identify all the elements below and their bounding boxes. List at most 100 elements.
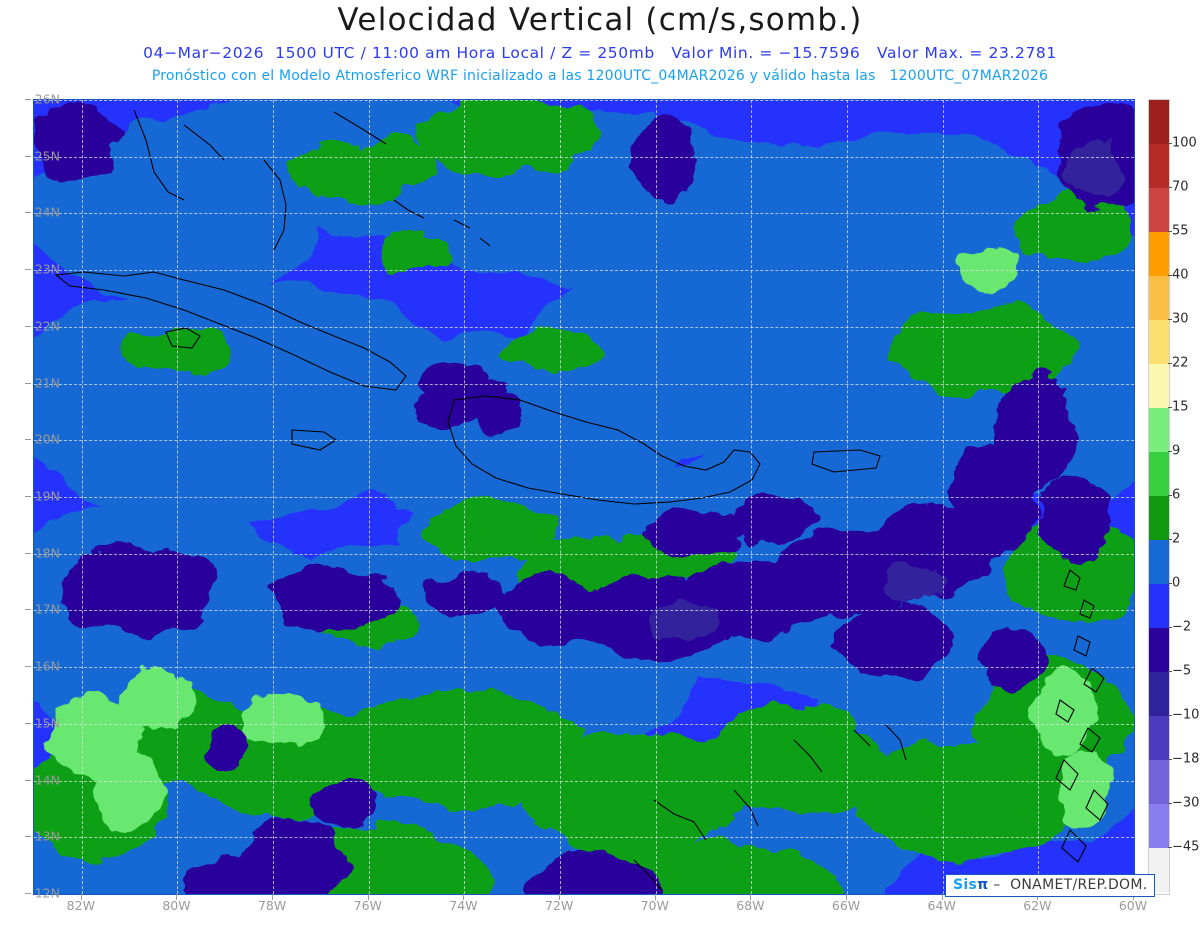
colorbar-band-14 xyxy=(1149,716,1169,760)
y-tick-label-24N: 24N xyxy=(34,204,60,220)
x-tick-label-80W: 80W xyxy=(162,898,191,913)
y-tick-mark-20N xyxy=(25,439,31,441)
y-tick-label-26N: 26N xyxy=(34,91,60,107)
y-tick-label-20N: 20N xyxy=(34,431,60,447)
colorbar-tick-label-16: −45 xyxy=(1172,839,1200,855)
y-tick-label-16N: 16N xyxy=(34,658,60,674)
colorbar[interactable] xyxy=(1148,99,1170,895)
x-tick-label-78W: 78W xyxy=(257,898,287,913)
watermark-logo: Sisπ – ONAMET/REP.DOM. xyxy=(945,874,1156,897)
y-tick-label-23N: 23N xyxy=(34,261,60,277)
colorbar-band-6 xyxy=(1149,364,1169,408)
colorbar-tick-label-7: 9 xyxy=(1172,443,1181,459)
x-tick-mark-62W xyxy=(1037,894,1039,900)
subtitle-line-2: Pronóstico con el Modelo Atmosferico WRF… xyxy=(151,68,1049,84)
y-tick-mark-13N xyxy=(25,836,31,838)
x-tick-label-70W: 70W xyxy=(640,898,669,913)
y-tick-label-21N: 21N xyxy=(34,375,60,391)
colorbar-tick-mark-6 xyxy=(1168,407,1172,408)
colorbar-band-11 xyxy=(1149,584,1169,628)
watermark-pi-symbol: π xyxy=(977,877,989,893)
x-tick-label-64W: 64W xyxy=(927,898,956,913)
colorbar-band-1 xyxy=(1149,144,1169,188)
x-tick-mark-74W xyxy=(463,894,465,900)
x-tick-mark-66W xyxy=(846,894,848,900)
colorbar-band-5 xyxy=(1149,320,1169,364)
colorbar-tick-mark-13 xyxy=(1168,715,1172,716)
x-tick-label-72W: 72W xyxy=(544,898,574,913)
colorbar-tick-label-4: 30 xyxy=(1172,311,1189,327)
colorbar-tick-mark-12 xyxy=(1168,671,1172,672)
colorbar-band-8 xyxy=(1149,452,1169,496)
colorbar-tick-label-3: 40 xyxy=(1172,267,1189,283)
watermark-brand: Sis xyxy=(953,877,978,893)
colorbar-tick-mark-15 xyxy=(1168,803,1172,804)
y-tick-mark-21N xyxy=(25,382,31,384)
y-tick-label-25N: 25N xyxy=(34,148,60,164)
x-tick-label-74W: 74W xyxy=(449,898,478,913)
y-tick-mark-17N xyxy=(25,609,31,611)
colorbar-tick-mark-10 xyxy=(1168,583,1172,584)
colorbar-band-2 xyxy=(1149,188,1169,232)
colorbar-tick-label-11: −2 xyxy=(1172,619,1192,635)
x-tick-mark-60W xyxy=(1133,894,1134,900)
y-tick-mark-18N xyxy=(25,552,31,554)
colorbar-band-3 xyxy=(1149,232,1169,276)
colorbar-tick-mark-4 xyxy=(1168,319,1172,320)
colorbar-tick-label-12: −5 xyxy=(1172,663,1192,679)
y-tick-label-15N: 15N xyxy=(34,715,60,731)
colorbar-tick-mark-2 xyxy=(1168,231,1172,232)
y-tick-mark-22N xyxy=(25,325,31,327)
x-tick-label-68W: 68W xyxy=(736,898,765,913)
x-tick-label-76W: 76W xyxy=(353,898,382,913)
x-tick-mark-72W xyxy=(559,894,561,900)
colorbar-tick-mark-9 xyxy=(1168,539,1172,540)
colorbar-tick-label-10: 0 xyxy=(1172,575,1181,591)
colorbar-band-13 xyxy=(1149,672,1169,716)
colorbar-tick-label-5: 22 xyxy=(1172,355,1189,371)
x-tick-mark-68W xyxy=(750,894,752,900)
x-tick-mark-70W xyxy=(654,894,656,900)
gridline-vertical-60W xyxy=(1134,100,1135,894)
x-tick-label-60W: 60W xyxy=(1118,898,1148,913)
colorbar-band-16 xyxy=(1149,804,1169,848)
colorbar-band-12 xyxy=(1149,628,1169,672)
colorbar-tick-label-14: −18 xyxy=(1172,751,1200,767)
colorbar-tick-mark-8 xyxy=(1168,495,1172,496)
y-tick-label-17N: 17N xyxy=(34,601,60,617)
vertical-velocity-field xyxy=(34,100,1134,894)
y-tick-mark-16N xyxy=(25,666,31,668)
x-tick-mark-76W xyxy=(367,894,369,900)
y-tick-label-14N: 14N xyxy=(34,772,60,788)
colorbar-tick-mark-14 xyxy=(1168,759,1172,760)
x-tick-label-62W: 62W xyxy=(1023,898,1052,913)
y-tick-mark-23N xyxy=(25,269,31,271)
colorbar-tick-label-2: 55 xyxy=(1172,223,1189,239)
colorbar-tick-label-8: 6 xyxy=(1172,487,1181,503)
subtitle-line-1: 04−Mar−2026 1500 UTC / 11:00 am Hora Loc… xyxy=(143,44,1057,62)
colorbar-band-4 xyxy=(1149,276,1169,320)
colorbar-tick-label-13: −10 xyxy=(1172,707,1200,723)
colorbar-band-10 xyxy=(1149,540,1169,584)
colorbar-tick-mark-3 xyxy=(1168,275,1172,276)
map-plot-area[interactable] xyxy=(33,99,1135,895)
colorbar-tick-label-1: 70 xyxy=(1172,179,1189,195)
y-tick-mark-19N xyxy=(25,496,31,497)
y-tick-mark-15N xyxy=(25,722,31,724)
colorbar-tick-mark-0 xyxy=(1168,143,1172,144)
x-tick-mark-82W xyxy=(80,894,82,900)
y-tick-mark-26N xyxy=(25,99,31,100)
colorbar-tick-label-15: −30 xyxy=(1172,795,1200,811)
y-tick-label-12N: 12N xyxy=(34,885,60,901)
y-tick-label-18N: 18N xyxy=(34,545,60,561)
y-tick-mark-14N xyxy=(25,779,31,781)
y-tick-label-19N: 19N xyxy=(34,488,60,504)
x-tick-label-82W: 82W xyxy=(66,898,95,913)
colorbar-tick-label-0: 100 xyxy=(1172,135,1197,151)
colorbar-tick-mark-7 xyxy=(1168,451,1172,452)
y-tick-label-22N: 22N xyxy=(34,318,60,334)
colorbar-band-0 xyxy=(1149,100,1169,144)
watermark-agency: ONAMET/REP.DOM. xyxy=(1010,877,1148,893)
watermark-separator: – xyxy=(993,877,1001,893)
y-tick-label-13N: 13N xyxy=(34,828,60,844)
